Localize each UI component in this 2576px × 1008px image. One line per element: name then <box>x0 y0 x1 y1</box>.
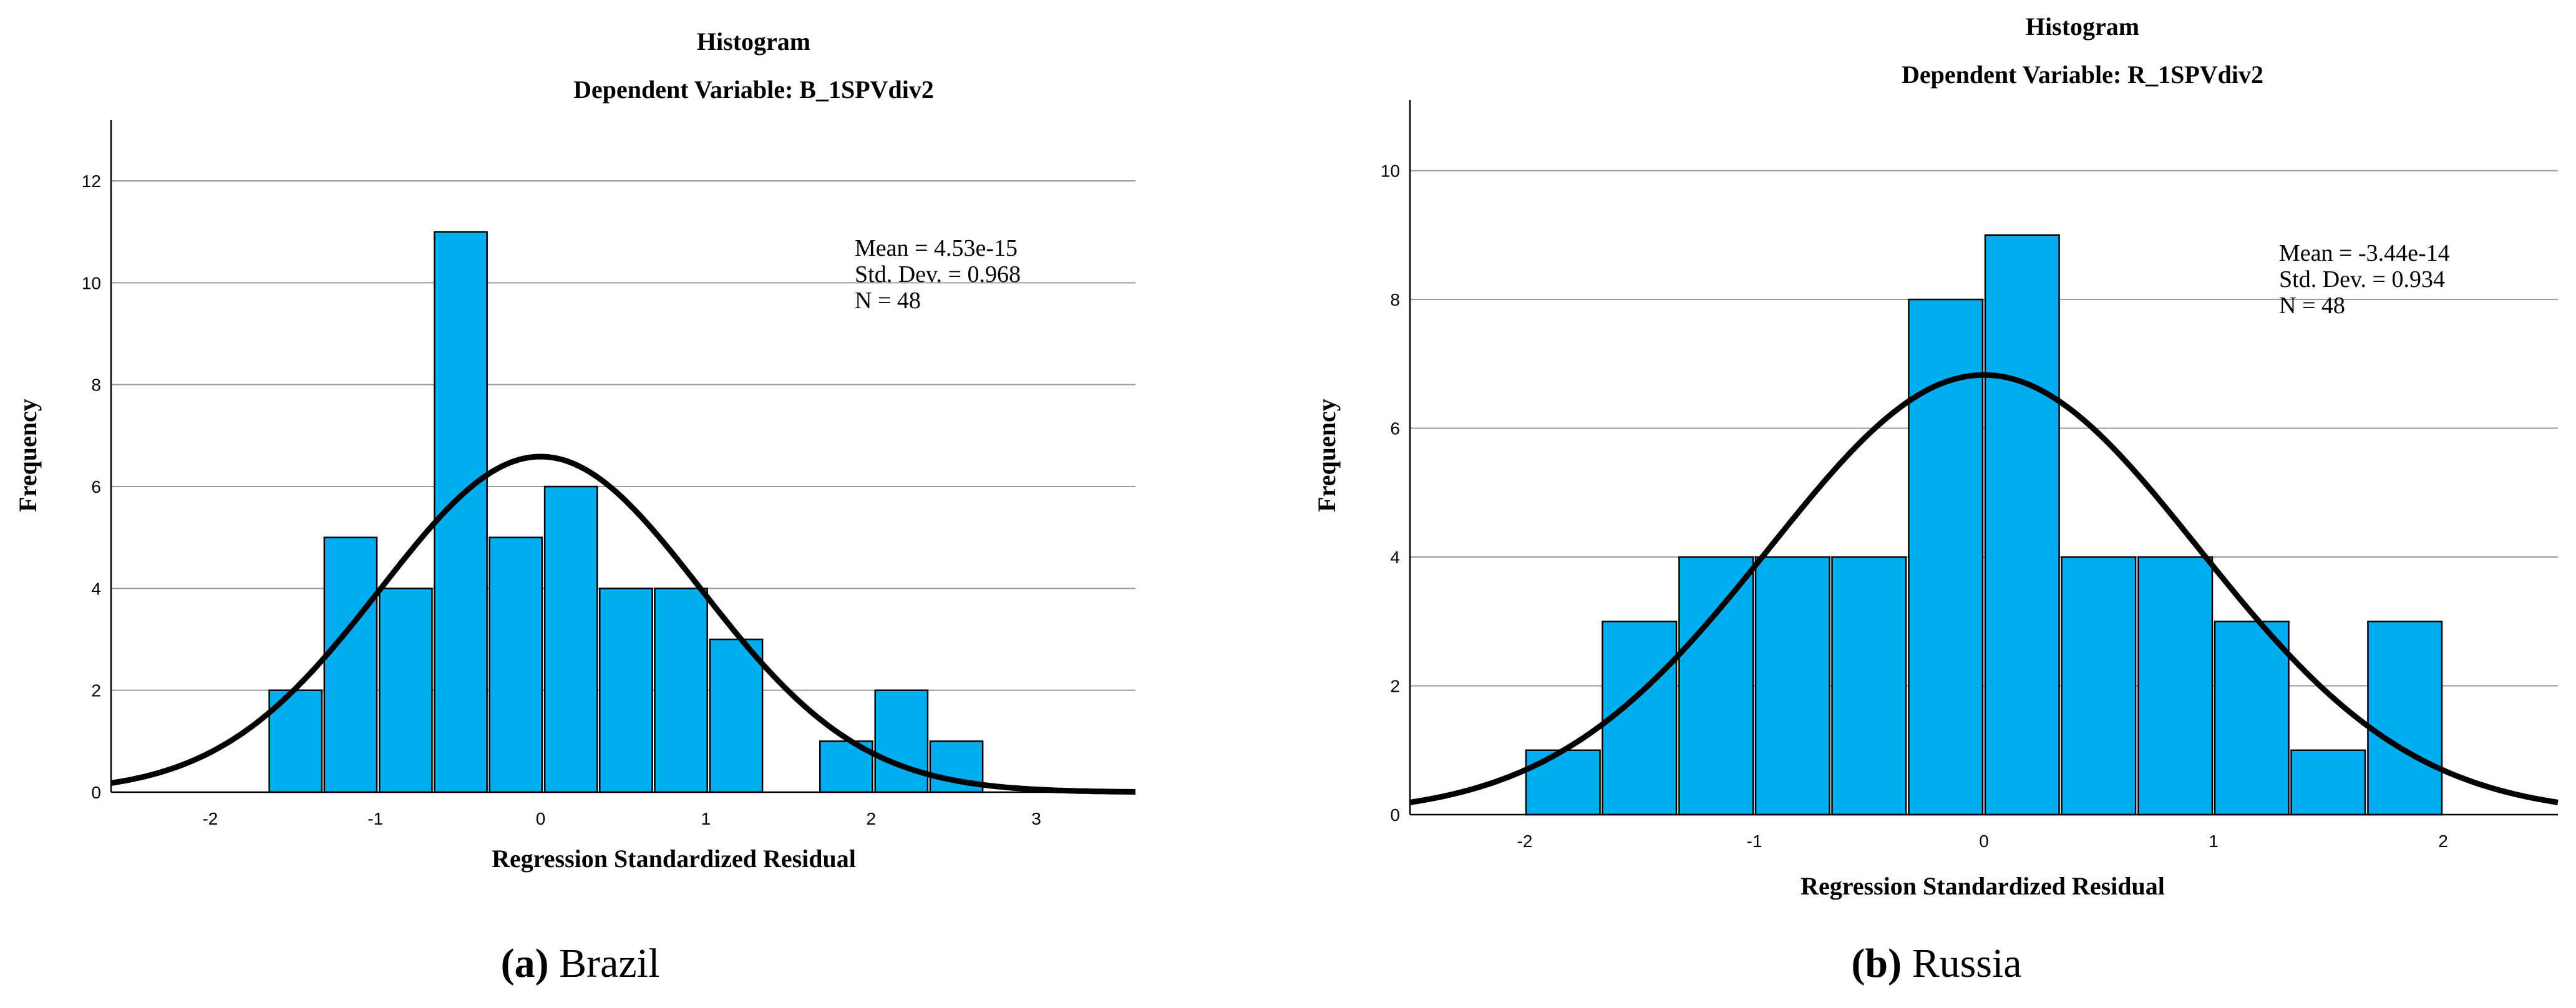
y-tick-label: 2 <box>91 681 101 700</box>
chart-subtitle: Dependent Variable: R_1SPVdiv2 <box>1902 61 2263 89</box>
y-tick-label: 8 <box>1390 290 1400 309</box>
caption-label: (a) <box>501 941 549 986</box>
chart-title: Histogram <box>697 27 810 56</box>
y-tick-label: 4 <box>91 579 101 598</box>
histogram-bar <box>709 638 764 793</box>
y-tick-label: 0 <box>1390 805 1400 825</box>
caption-text: Brazil <box>549 941 660 986</box>
histogram-bar <box>378 588 433 793</box>
x-tick-label: -1 <box>1747 831 1762 851</box>
histogram-bar <box>599 588 653 793</box>
x-tick-label: -2 <box>202 809 218 828</box>
x-axis-label: Regression Standardized Residual <box>1801 872 2165 900</box>
x-tick-label: 2 <box>2438 831 2448 851</box>
y-axis-label: Frequency <box>1313 399 1341 511</box>
caption-label: (b) <box>1851 941 1902 986</box>
y-tick-label: 2 <box>1390 677 1400 696</box>
y-tick-label: 10 <box>1381 162 1400 181</box>
histogram-bar <box>2367 621 2443 816</box>
histogram-bar <box>2061 556 2137 816</box>
y-tick-label: 10 <box>82 273 101 293</box>
y-tick-label: 12 <box>82 172 101 191</box>
chart-subtitle: Dependent Variable: B_1SPVdiv2 <box>573 75 934 104</box>
histogram-bar <box>323 536 378 793</box>
y-tick-label: 4 <box>1390 548 1400 567</box>
x-tick-label: 1 <box>2209 831 2219 851</box>
y-axis-label: Frequency <box>14 399 42 511</box>
stat-n: N = 48 <box>2279 293 2345 319</box>
stat-std-dev: Std. Dev. = 0.968 <box>855 261 1021 288</box>
y-tick-label: 6 <box>91 477 101 497</box>
chart-title: Histogram <box>2026 12 2139 41</box>
x-tick-label: 1 <box>701 809 711 828</box>
y-tick-label: 8 <box>91 376 101 395</box>
histogram-bar <box>543 485 598 793</box>
caption-text: Russia <box>1902 941 2022 986</box>
y-tick-label: 6 <box>1390 419 1400 439</box>
histogram-brazil: Histogram Dependent Variable: B_1SPVdiv2… <box>14 27 1136 986</box>
histogram-russia: Histogram Dependent Variable: R_1SPVdiv2… <box>1313 12 2559 986</box>
stat-mean: Mean = 4.53e-15 <box>855 235 1018 261</box>
histogram-bar <box>1525 749 1601 816</box>
histogram-bar <box>488 536 543 793</box>
figure-caption: (a) Brazil <box>501 941 660 986</box>
histogram-bar <box>1984 234 2060 816</box>
histogram-bar <box>1754 556 1830 816</box>
histogram-bar <box>874 689 929 793</box>
normal-curve <box>110 453 1136 795</box>
histogram-bar <box>1831 556 1907 816</box>
stat-std-dev: Std. Dev. = 0.934 <box>2279 266 2445 293</box>
x-tick-label: 3 <box>1031 809 1041 828</box>
x-tick-label: 0 <box>1979 831 1989 851</box>
histogram-bar <box>2214 621 2290 816</box>
y-tick-label: 0 <box>91 783 101 802</box>
histogram-bar <box>654 588 708 793</box>
histogram-bar <box>1678 556 1754 816</box>
x-tick-label: 0 <box>536 809 546 828</box>
histogram-bar <box>2137 556 2214 816</box>
stat-mean: Mean = -3.44e-14 <box>2279 240 2450 266</box>
x-tick-label: -2 <box>1517 831 1533 851</box>
histogram-bar <box>1908 298 1984 816</box>
figure-caption: (b) Russia <box>1851 941 2021 986</box>
x-tick-label: -1 <box>367 809 383 828</box>
histogram-bar <box>2290 749 2366 816</box>
histogram-bar <box>434 231 488 793</box>
normal-curve <box>1409 372 2559 805</box>
x-axis-label: Regression Standardized Residual <box>492 845 856 873</box>
x-tick-label: 2 <box>866 809 876 828</box>
stat-n: N = 48 <box>855 288 921 314</box>
